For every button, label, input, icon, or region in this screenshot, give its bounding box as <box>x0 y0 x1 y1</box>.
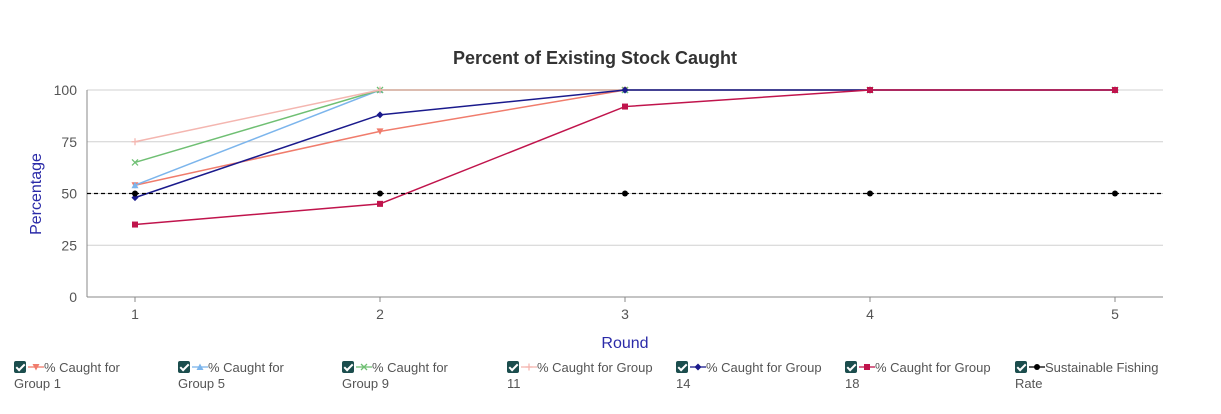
legend: % Caught for Group 1% Caught for Group 5% … <box>14 360 1214 410</box>
legend-swatch-icon <box>859 364 875 370</box>
legend-label: % Caught for <box>372 360 448 375</box>
y-tick-label: 25 <box>61 237 77 253</box>
series-line <box>134 89 1115 164</box>
legend-swatch-icon <box>356 363 372 371</box>
x-tick-label: 2 <box>376 306 384 322</box>
series-2 <box>131 86 1119 189</box>
legend-label: Sustainable Fishing <box>1045 360 1159 375</box>
legend-label-continued: 11 <box>507 376 521 391</box>
legend-swatch-icon <box>192 363 208 370</box>
legend-label: % Caught for Group <box>706 360 822 375</box>
series-4 <box>131 86 1119 146</box>
legend-marker <box>196 363 204 370</box>
legend-swatch-icon <box>521 363 537 371</box>
series-line <box>134 89 1115 143</box>
legend-marker <box>1034 364 1040 370</box>
data-point <box>131 138 139 146</box>
series-6 <box>132 87 1118 228</box>
data-point <box>131 181 139 189</box>
chart-title: Percent of Existing Stock Caught <box>453 48 737 68</box>
series-7 <box>87 190 1163 197</box>
legend-label: % Caught for <box>208 360 284 375</box>
legend-label: % Caught for <box>44 360 120 375</box>
data-point <box>376 86 384 94</box>
legend-swatch-icon <box>1029 364 1045 370</box>
data-point <box>376 111 384 119</box>
data-point <box>377 190 383 197</box>
legend-marker <box>360 363 368 371</box>
checkbox-icon[interactable] <box>14 361 26 373</box>
data-point <box>131 158 139 166</box>
legend-marker <box>694 363 702 371</box>
checkbox-icon[interactable] <box>178 361 190 373</box>
legend-item[interactable]: % Caught for Group 11 <box>507 360 667 392</box>
legend-label-continued: Rate <box>1015 376 1043 391</box>
data-point <box>867 87 873 93</box>
y-tick-label: 75 <box>61 134 77 150</box>
data-point <box>132 221 138 228</box>
legend-marker <box>525 363 533 371</box>
legend-label-continued: Group 5 <box>178 376 225 391</box>
data-point <box>376 128 384 135</box>
y-tick-label: 50 <box>61 186 77 202</box>
checkbox-icon[interactable] <box>1015 361 1027 373</box>
y-axis-label: Percentage <box>28 153 45 235</box>
grid-lines <box>87 89 1163 246</box>
legend-label-continued: Group 9 <box>342 376 389 391</box>
legend-swatch-icon <box>28 364 44 371</box>
legend-item[interactable]: Sustainable Fishing Rate <box>1015 360 1175 392</box>
legend-item[interactable]: % Caught for Group 5 <box>178 360 338 392</box>
legend-marker <box>32 364 40 371</box>
checkbox-icon[interactable] <box>507 361 519 373</box>
legend-swatch-icon <box>690 363 706 371</box>
y-tick-label: 0 <box>69 289 77 305</box>
legend-label: % Caught for Group <box>875 360 991 375</box>
data-point <box>377 200 383 207</box>
x-tick-label: 5 <box>1111 306 1119 322</box>
data-point <box>621 86 629 94</box>
legend-item[interactable]: % Caught for Group 18 <box>845 360 1005 392</box>
series-layer <box>87 86 1163 228</box>
legend-item[interactable]: % Caught for Group 9 <box>342 360 502 392</box>
x-tick-label: 4 <box>866 306 874 322</box>
y-tick-label: 100 <box>54 82 78 98</box>
series-1 <box>131 87 1119 189</box>
x-tick-label: 1 <box>131 306 139 322</box>
x-axis-label: Round <box>601 335 648 352</box>
data-point <box>622 103 628 110</box>
legend-label: % Caught for Group <box>537 360 653 375</box>
data-point <box>132 190 138 197</box>
legend-label-continued: 18 <box>845 376 860 391</box>
checkbox-icon[interactable] <box>342 361 354 373</box>
x-tick-label: 3 <box>621 306 629 322</box>
axes: 0 25 50 75 100 1 2 3 4 5 <box>54 82 1163 322</box>
legend-label-continued: Group 1 <box>14 376 61 391</box>
legend-item[interactable]: % Caught for Group 14 <box>676 360 836 392</box>
legend-item[interactable]: % Caught for Group 1 <box>14 360 174 392</box>
legend-label-continued: 14 <box>676 376 691 391</box>
checkbox-icon[interactable] <box>676 361 688 373</box>
checkbox-icon[interactable] <box>845 361 857 373</box>
data-point <box>622 190 628 197</box>
legend-marker <box>864 364 870 370</box>
data-point <box>1112 87 1118 93</box>
data-point <box>867 190 873 197</box>
